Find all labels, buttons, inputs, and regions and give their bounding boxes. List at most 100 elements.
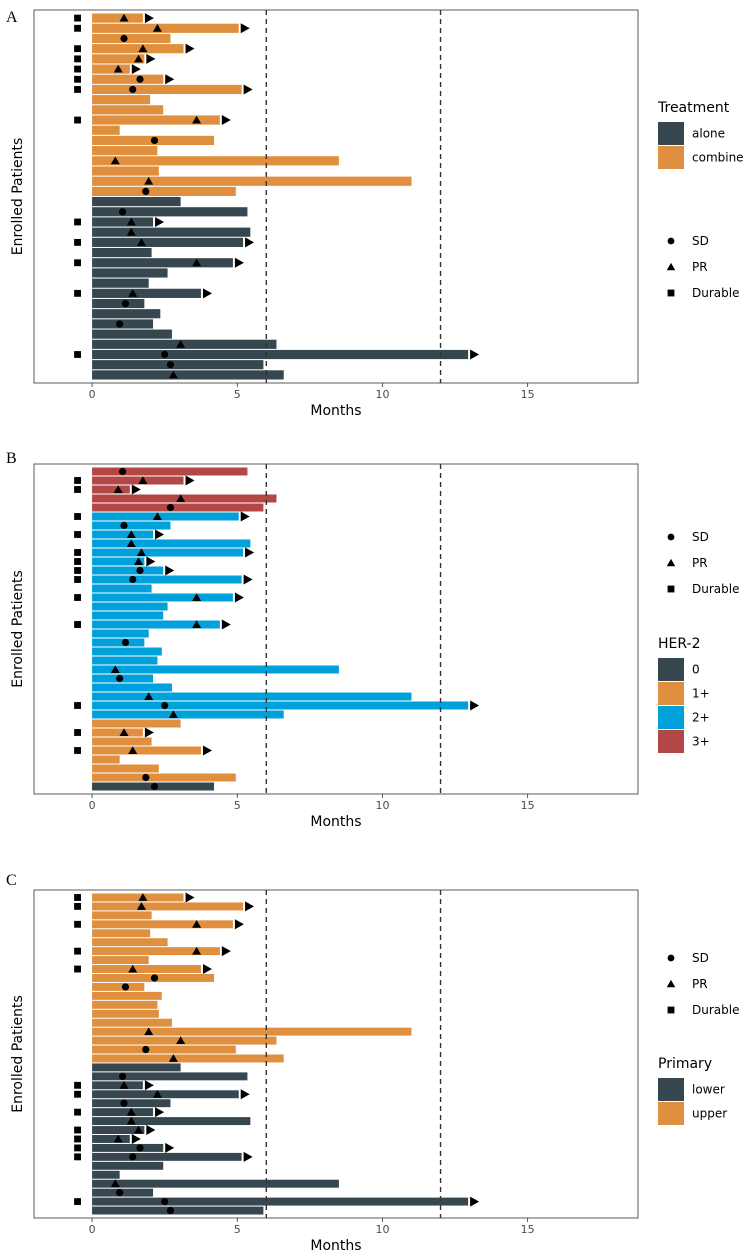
sd-marker xyxy=(121,638,130,647)
bar-patient-20 xyxy=(92,638,145,647)
pr-marker xyxy=(152,1089,162,1098)
pr-marker xyxy=(136,238,146,246)
bar-patient-36 xyxy=(92,1206,264,1215)
sd-marker xyxy=(129,1153,137,1161)
sd-marker xyxy=(121,299,130,308)
ongoing-arrow xyxy=(146,1125,156,1136)
durable-marker xyxy=(74,567,81,574)
durable-marker xyxy=(74,486,81,493)
ongoing-arrow xyxy=(131,1133,141,1144)
bar-patient-4 xyxy=(92,44,184,54)
legend-circle-icon xyxy=(667,954,675,962)
sd-marker xyxy=(116,320,124,328)
durable-marker xyxy=(74,747,81,754)
durable-marker xyxy=(74,1144,81,1152)
legend-title: Treatment xyxy=(657,100,730,116)
x-tick-label: 10 xyxy=(375,1223,389,1236)
bar-patient-17 xyxy=(92,1036,277,1045)
legend-label: SD xyxy=(692,234,709,248)
durable-marker xyxy=(74,902,81,910)
chart-panel-a: A 0 5 10 15 Months Enrolled Patients Treatment a… xyxy=(6,9,744,419)
fill-legend: HER-2 0 1+ 2+ 3+ xyxy=(658,636,710,753)
pr-marker xyxy=(126,217,136,226)
legend-label: 3+ xyxy=(692,735,710,749)
sd-marker xyxy=(166,1206,175,1215)
bar-patient-23 xyxy=(92,665,339,674)
ongoing-arrow xyxy=(234,592,244,603)
legend-square-icon xyxy=(667,585,675,593)
pr-marker xyxy=(126,1116,136,1125)
bar-patient-2 xyxy=(92,23,239,33)
shape-legend: SD PR Durable xyxy=(666,530,739,596)
bar-patient-34 xyxy=(92,764,159,773)
sd-marker xyxy=(166,503,175,512)
bar-patient-28 xyxy=(92,1135,130,1143)
sd-marker xyxy=(116,674,124,683)
bar-patient-14 xyxy=(92,146,158,156)
sd-marker xyxy=(142,187,150,196)
durable-marker xyxy=(74,594,81,601)
bar-patient-35 xyxy=(92,1197,469,1206)
pr-marker xyxy=(176,340,186,348)
bar-patient-18 xyxy=(92,1045,236,1054)
ongoing-arrow xyxy=(202,745,212,756)
ongoing-arrow xyxy=(131,64,141,75)
pr-marker xyxy=(134,557,144,565)
ongoing-arrow xyxy=(144,13,154,24)
ongoing-arrow xyxy=(131,484,141,495)
pr-marker xyxy=(192,258,202,267)
fill-legend: Treatment alone combine xyxy=(657,100,744,169)
durable-marker xyxy=(74,729,81,736)
legend-square-icon xyxy=(667,1006,675,1014)
durable-marker xyxy=(74,289,81,297)
sd-marker xyxy=(129,85,137,94)
x-tick-label: 15 xyxy=(521,1223,535,1236)
ongoing-arrow xyxy=(155,529,165,540)
y-axis-title: Enrolled Patients xyxy=(10,138,26,256)
bar-patient-17 xyxy=(92,176,412,186)
bar-patient-12 xyxy=(92,566,164,575)
legend-label: alone xyxy=(692,127,725,141)
bar-patient-24 xyxy=(92,247,152,258)
legend-label: PR xyxy=(692,556,708,570)
ongoing-arrow xyxy=(221,619,231,630)
pr-marker xyxy=(134,54,144,63)
bar-patient-5 xyxy=(92,929,151,938)
legend-label: Durable xyxy=(692,1003,739,1017)
legend-key-3+ xyxy=(658,730,684,753)
sd-marker xyxy=(120,34,128,43)
sd-marker xyxy=(129,575,137,584)
pr-marker xyxy=(110,156,120,165)
ongoing-arrow xyxy=(202,288,212,299)
bar-patient-26 xyxy=(92,1117,251,1126)
x-axis-title: Months xyxy=(310,403,361,419)
pr-marker xyxy=(138,44,148,53)
legend-label: Durable xyxy=(692,582,739,596)
durable-marker xyxy=(74,116,81,124)
pr-marker xyxy=(126,1107,136,1116)
sd-marker xyxy=(142,773,150,782)
bar-patient-14 xyxy=(92,1009,159,1018)
pr-marker xyxy=(126,227,136,236)
bar-patient-31 xyxy=(92,1161,164,1170)
bar-patient-20 xyxy=(92,207,248,217)
durable-marker xyxy=(74,558,81,565)
legend-label: SD xyxy=(692,530,709,544)
shape-legend: SD PR Durable xyxy=(666,234,739,300)
legend-triangle-icon xyxy=(666,558,676,567)
bar-patient-10 xyxy=(92,105,164,115)
ongoing-arrow xyxy=(155,216,165,227)
sd-marker xyxy=(121,983,130,991)
ongoing-arrow xyxy=(165,565,175,576)
durable-marker xyxy=(74,45,81,53)
durable-marker xyxy=(74,965,81,973)
pr-marker xyxy=(136,548,146,556)
ongoing-arrow xyxy=(245,237,255,248)
pr-marker xyxy=(110,665,120,673)
bar-patient-31 xyxy=(92,737,152,746)
bars-group xyxy=(74,467,480,791)
y-axis-title: Enrolled Patients xyxy=(10,570,26,688)
bar-patient-16 xyxy=(92,602,168,611)
ongoing-arrow xyxy=(470,700,480,711)
bar-patient-11 xyxy=(92,115,220,125)
